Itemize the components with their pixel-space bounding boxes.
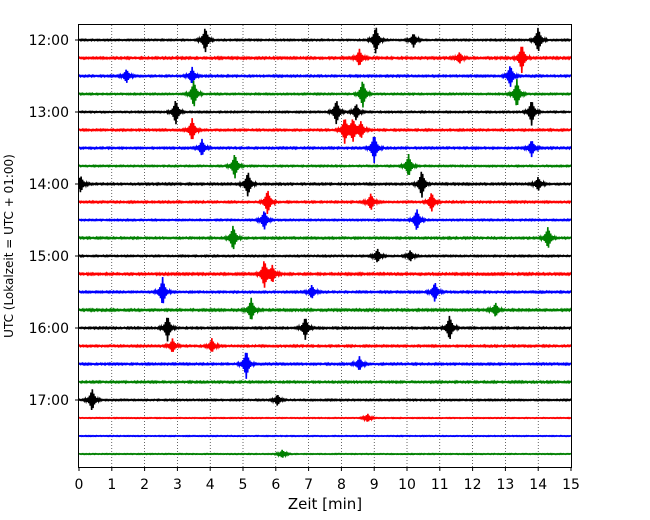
- trace-line-1415: [78, 190, 572, 215]
- y-tick-label: 17:00: [29, 393, 69, 409]
- trace-line-1600: [78, 315, 572, 342]
- trace-line-1615: [78, 338, 572, 352]
- seismogram-traces: [78, 27, 572, 459]
- trace-line-1545: [78, 297, 572, 320]
- trace-line-1500: [78, 248, 572, 263]
- x-tick-label: 0: [75, 477, 84, 493]
- trace-line-1230: [78, 66, 572, 87]
- trace-line-1315: [78, 118, 572, 144]
- x-axis-title: Zeit [min]: [288, 495, 362, 513]
- trace-line-1215: [78, 46, 572, 74]
- y-tick-label: 13:00: [29, 105, 69, 121]
- trace-line-1530: [78, 277, 572, 304]
- y-tick-label: 14:00: [29, 177, 69, 193]
- x-axis-ticks: 0 1 2 3 4 5 6 7 8 9 10 11 12 13 14 15: [75, 467, 580, 493]
- y-tick-label: 12:00: [29, 33, 69, 49]
- trace-line-1345: [78, 153, 572, 179]
- x-tick-label: 4: [206, 477, 215, 493]
- trace-line-1630: [78, 352, 572, 379]
- trace-line-1730: [78, 434, 572, 438]
- trace-line-1245: [78, 79, 572, 108]
- x-tick-label: 6: [271, 477, 280, 493]
- trace-line-1300: [78, 100, 572, 126]
- trace-line-1700: [78, 389, 572, 410]
- x-tick-label: 11: [431, 477, 449, 493]
- x-tick-label: 5: [239, 477, 248, 493]
- y-tick-label: 16:00: [29, 321, 69, 337]
- trace-line-1400: [78, 171, 572, 198]
- trace-line-1430: [78, 209, 572, 230]
- x-tick-label: 15: [562, 477, 580, 493]
- trace-line-1330: [78, 136, 572, 163]
- x-tick-label: 8: [337, 477, 346, 493]
- x-tick-label: 7: [304, 477, 313, 493]
- x-tick-label: 1: [107, 477, 116, 493]
- trace-line-1200: [78, 27, 572, 54]
- plot-frame: [78, 24, 572, 468]
- x-tick-label: 12: [464, 477, 482, 493]
- y-tick-label: 15:00: [29, 249, 69, 265]
- trace-line-1715: [78, 413, 572, 423]
- trace-line-1445: [78, 225, 572, 250]
- x-tick-label: 3: [173, 477, 182, 493]
- y-axis-ticks: 12:00 13:00 14:00 15:00 16:00 17:00: [29, 33, 79, 409]
- x-tick-label: 14: [529, 477, 547, 493]
- trace-line-1745: [78, 449, 572, 459]
- x-tick-label: 2: [140, 477, 149, 493]
- x-tick-label: 10: [398, 477, 416, 493]
- x-tick-label: 9: [370, 477, 379, 493]
- x-tick-label: 13: [496, 477, 514, 493]
- trace-line-1645: [78, 379, 572, 385]
- y-axis-title: UTC (Lokalzeit = UTC + 01:00): [2, 154, 16, 338]
- trace-line-1515: [78, 261, 572, 288]
